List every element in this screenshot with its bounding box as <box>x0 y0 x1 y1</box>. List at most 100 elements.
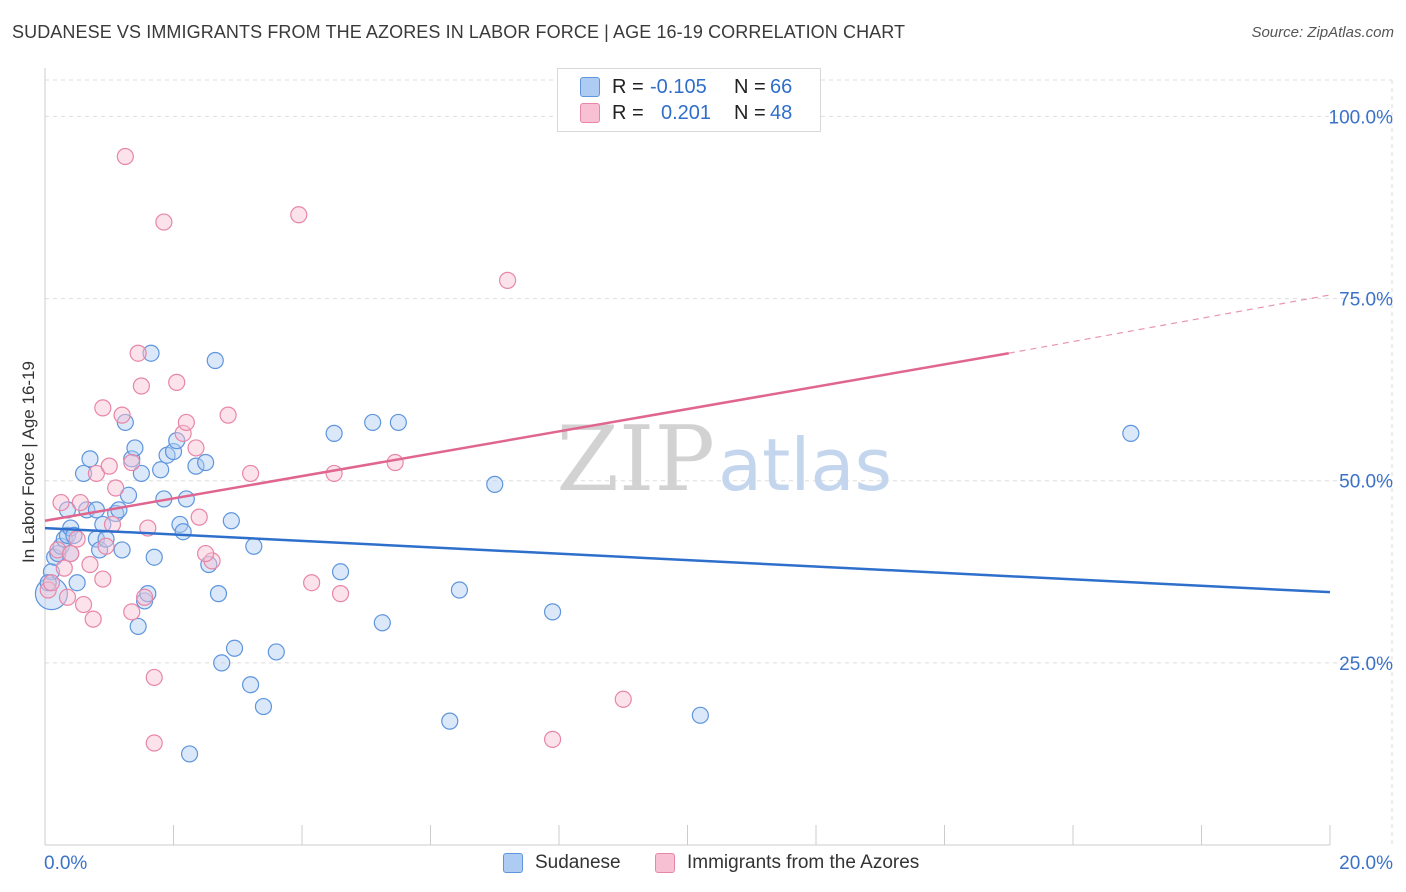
sudanese-point <box>129 617 147 636</box>
n-value: 48 <box>770 101 793 124</box>
y-tick-label: 25.0% <box>1339 654 1393 675</box>
trend-lines <box>44 294 1331 594</box>
sudanese-point <box>152 461 170 479</box>
azores-point <box>94 570 112 588</box>
azores-point <box>197 544 215 563</box>
legend-item-azores[interactable]: Immigrants from the Azores <box>655 852 919 874</box>
azores-point <box>325 464 343 483</box>
r-value: -0.105 <box>650 75 707 98</box>
azores-point <box>58 588 77 606</box>
azores-point <box>155 213 173 231</box>
sudanese-point <box>81 450 99 468</box>
sudanese-point <box>450 581 469 599</box>
sudanese-point <box>132 464 150 483</box>
sudanese-point <box>123 450 141 468</box>
sudanese-point <box>325 424 343 442</box>
sudanese-legend-swatch <box>503 853 523 873</box>
sudanese-point <box>174 523 192 541</box>
sudanese-point <box>543 603 562 621</box>
y-axis-label: In Labor Force | Age 16-19 <box>19 361 38 563</box>
r-value: 0.201 <box>661 101 712 124</box>
azores-point <box>135 588 154 606</box>
azores-point <box>52 493 70 512</box>
y-tick-label: 50.0% <box>1339 472 1393 493</box>
azores-point <box>129 344 147 362</box>
sudanese-point <box>187 457 205 475</box>
sudanese-point <box>254 697 273 716</box>
azores-point <box>42 574 61 592</box>
y-tick-label: 100.0% <box>1329 107 1394 128</box>
n-value: 66 <box>770 75 793 98</box>
series-legend: Sudanese Immigrants from the Azores <box>0 852 1406 878</box>
sudanese-point <box>222 512 240 530</box>
azores-point <box>107 479 125 497</box>
sudanese-point <box>206 351 224 370</box>
sudanese-point <box>691 706 709 724</box>
sudanese-point <box>145 548 163 566</box>
azores-point <box>499 271 517 289</box>
legend-label-azores: Immigrants from the Azores <box>687 852 920 873</box>
r-label: R = <box>612 101 644 124</box>
sudanese-trend-line <box>44 526 1331 594</box>
sudanese-point <box>1122 424 1140 442</box>
r-label: R = <box>612 75 644 98</box>
watermark: ZIP atlas <box>556 407 892 512</box>
sudanese-point <box>119 486 138 504</box>
sudanese-point <box>113 541 131 559</box>
azores-point <box>113 406 131 424</box>
watermark-zip: ZIP <box>556 407 715 512</box>
azores-point <box>132 377 150 395</box>
watermark-atlas: atlas <box>718 423 892 507</box>
sudanese-point <box>225 639 244 657</box>
azores-point <box>100 457 118 475</box>
stats-legend-row-sudanese: R = -0.105 N = 66 <box>580 74 792 100</box>
sudanese-point <box>389 413 407 432</box>
series-azores-points <box>39 107 767 752</box>
azores-point <box>97 537 115 555</box>
azores-point <box>71 493 89 512</box>
azores-point <box>614 690 632 708</box>
y-tick-label: 75.0% <box>1339 290 1393 311</box>
azores-point <box>74 595 93 614</box>
azores-point <box>81 555 99 574</box>
azores-point <box>123 453 141 472</box>
axes <box>44 68 1331 846</box>
azores-point <box>174 424 192 442</box>
n-label: N = <box>734 75 766 98</box>
azores-point <box>145 734 163 752</box>
azores-point <box>123 603 141 621</box>
sudanese-point <box>164 442 183 461</box>
azores-point <box>87 464 106 483</box>
sudanese-point <box>126 439 144 457</box>
sudanese-point <box>331 563 350 581</box>
sudanese-point <box>177 490 195 508</box>
sudanese-swatch <box>580 77 600 97</box>
azores-trend-extension <box>1008 294 1331 354</box>
azores-point <box>219 406 237 424</box>
sudanese-point <box>94 515 112 534</box>
azores-point <box>331 585 350 603</box>
sudanese-point <box>68 574 86 592</box>
azores-point <box>49 541 67 559</box>
sudanese-point <box>74 464 93 483</box>
azores-point <box>62 544 80 563</box>
tick-labels: 25.0% 50.0% 75.0% 100.0% 0.0% 20.0% <box>44 107 1393 874</box>
sudanese-point <box>180 745 199 763</box>
sudanese-point <box>142 344 160 362</box>
azores-point <box>55 559 73 577</box>
stats-legend: R = -0.105 N = 66 R = 0.201 N = 48 <box>557 68 821 132</box>
legend-item-sudanese[interactable]: Sudanese <box>503 852 621 874</box>
azores-point <box>386 453 404 472</box>
azores-trend-line <box>44 351 1009 523</box>
azores-point <box>190 508 208 526</box>
stats-legend-row-azores: R = 0.201 N = 48 <box>580 100 792 126</box>
sudanese-point <box>486 475 504 493</box>
azores-point <box>116 147 134 166</box>
sudanese-point <box>364 413 382 432</box>
azores-point <box>187 439 205 457</box>
x-tick-label-min: 0.0% <box>44 853 87 874</box>
sudanese-point <box>441 712 459 730</box>
azores-point <box>168 373 186 391</box>
azores-point <box>290 206 308 224</box>
